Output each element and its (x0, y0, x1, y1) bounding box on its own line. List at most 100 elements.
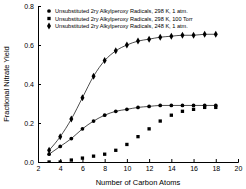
point (158, 104, 162, 108)
x-tick-mark (171, 159, 172, 162)
point (181, 110, 184, 113)
point (81, 127, 85, 131)
point (214, 106, 217, 109)
point (147, 36, 151, 43)
point (147, 127, 150, 130)
legend-label: Unsubstituted 2ry Alkylperoxy Radicals, … (55, 16, 193, 22)
plot-area: 2 4 6 8 10 12 14 16 18 20 0.0 0.2 0.4 0.6 0.8 Unsubstit… (24, 3, 242, 172)
point (58, 133, 62, 140)
x-axis-line (39, 159, 239, 163)
point (69, 116, 73, 123)
data-marks (47, 31, 218, 162)
x-tick: 10 (123, 159, 131, 172)
point (47, 147, 51, 154)
x-tick-label: 18 (212, 165, 220, 172)
x-tick-label: 12 (146, 165, 154, 172)
x-tick-mark (105, 159, 106, 162)
point (147, 105, 151, 109)
legend-label: Unsubstituted 2ry Alkylperoxy Radicals, … (55, 8, 188, 14)
legend-item: Unsubstituted 2ry Alkylperoxy Radicals, … (47, 23, 188, 30)
y-tick-label: 0.0 (24, 159, 34, 166)
point (169, 104, 173, 108)
legend-symbol (47, 23, 51, 30)
point (80, 94, 84, 101)
x-tick-mark (194, 159, 195, 162)
point (103, 113, 107, 117)
point (125, 107, 129, 111)
x-tick: 18 (212, 159, 220, 172)
point (92, 73, 96, 80)
point (180, 32, 184, 39)
point (136, 38, 140, 45)
point (81, 156, 84, 159)
legend-label: Unsubstituted 2ry Alkylperoxy Radicals, … (55, 23, 188, 29)
x-tick-label: 2 (37, 165, 41, 172)
x-tick: 16 (190, 159, 198, 172)
y-tick-mark (38, 123, 41, 124)
point (103, 57, 107, 64)
x-tick-label: 4 (59, 165, 63, 172)
point (203, 31, 207, 38)
y-axis-line (39, 7, 42, 163)
y-tick: 0.0 (24, 159, 41, 166)
point (92, 119, 96, 123)
x-tick-mark (149, 159, 150, 162)
y-tick-mark (38, 45, 41, 46)
x-axis-title: Number of Carbon Atoms (96, 178, 181, 187)
point (59, 160, 62, 162)
point (114, 109, 118, 113)
point (214, 31, 218, 38)
point (170, 114, 173, 117)
x-tick-label: 8 (103, 165, 107, 172)
legend-item: Unsubstituted 2ry Alkylperoxy Radicals, … (47, 16, 192, 22)
point (136, 106, 140, 110)
legend-symbol (47, 9, 51, 13)
legend-symbol (47, 17, 50, 20)
y-tick-label: 0.8 (24, 3, 34, 10)
series-line (49, 34, 216, 150)
point (114, 47, 118, 54)
y-axis: 0.0 0.2 0.4 0.6 0.8 (24, 3, 41, 166)
legend-item: Unsubstituted 2ry Alkylperoxy Radicals, … (47, 8, 188, 14)
point (47, 160, 50, 162)
point (203, 106, 206, 109)
point (158, 34, 162, 41)
y-tick-mark (38, 162, 41, 163)
x-tick-mark (216, 159, 217, 162)
x-tick-label: 6 (81, 165, 85, 172)
x-tick-label: 20 (235, 165, 243, 172)
y-tick-label: 0.6 (24, 42, 34, 49)
chart: 2 4 6 8 10 12 14 16 18 20 0.0 0.2 0.4 0.6 0.8 Unsubstit… (0, 0, 246, 189)
y-tick-mark (38, 6, 41, 7)
y-tick-label: 0.4 (24, 81, 34, 88)
x-tick-mark (127, 159, 128, 162)
x-tick-label: 14 (168, 165, 176, 172)
y-tick: 0.2 (24, 120, 41, 127)
point (136, 135, 139, 138)
x-axis: 2 4 6 8 10 12 14 16 18 20 (37, 159, 243, 172)
point (192, 104, 196, 108)
x-tick: 14 (168, 159, 176, 172)
x-tick-label: 10 (123, 165, 131, 172)
y-tick: 0.8 (24, 3, 41, 10)
point (69, 137, 73, 141)
point (125, 143, 128, 146)
point (114, 149, 117, 152)
x-tick: 6 (81, 159, 85, 172)
point (103, 153, 106, 156)
y-tick: 0.6 (24, 42, 41, 49)
point (92, 154, 95, 157)
x-tick-label: 16 (190, 165, 198, 172)
point (125, 42, 129, 49)
point (192, 32, 196, 39)
point (70, 158, 73, 161)
y-axis-title: Fractional Nitrate Yield (2, 46, 11, 121)
point (192, 108, 195, 111)
point (169, 33, 173, 40)
y-tick-label: 0.2 (24, 120, 34, 127)
point (58, 145, 62, 149)
point (181, 104, 185, 108)
series-line (49, 105, 216, 154)
x-tick: 4 (59, 159, 63, 172)
x-tick: 8 (103, 159, 107, 172)
